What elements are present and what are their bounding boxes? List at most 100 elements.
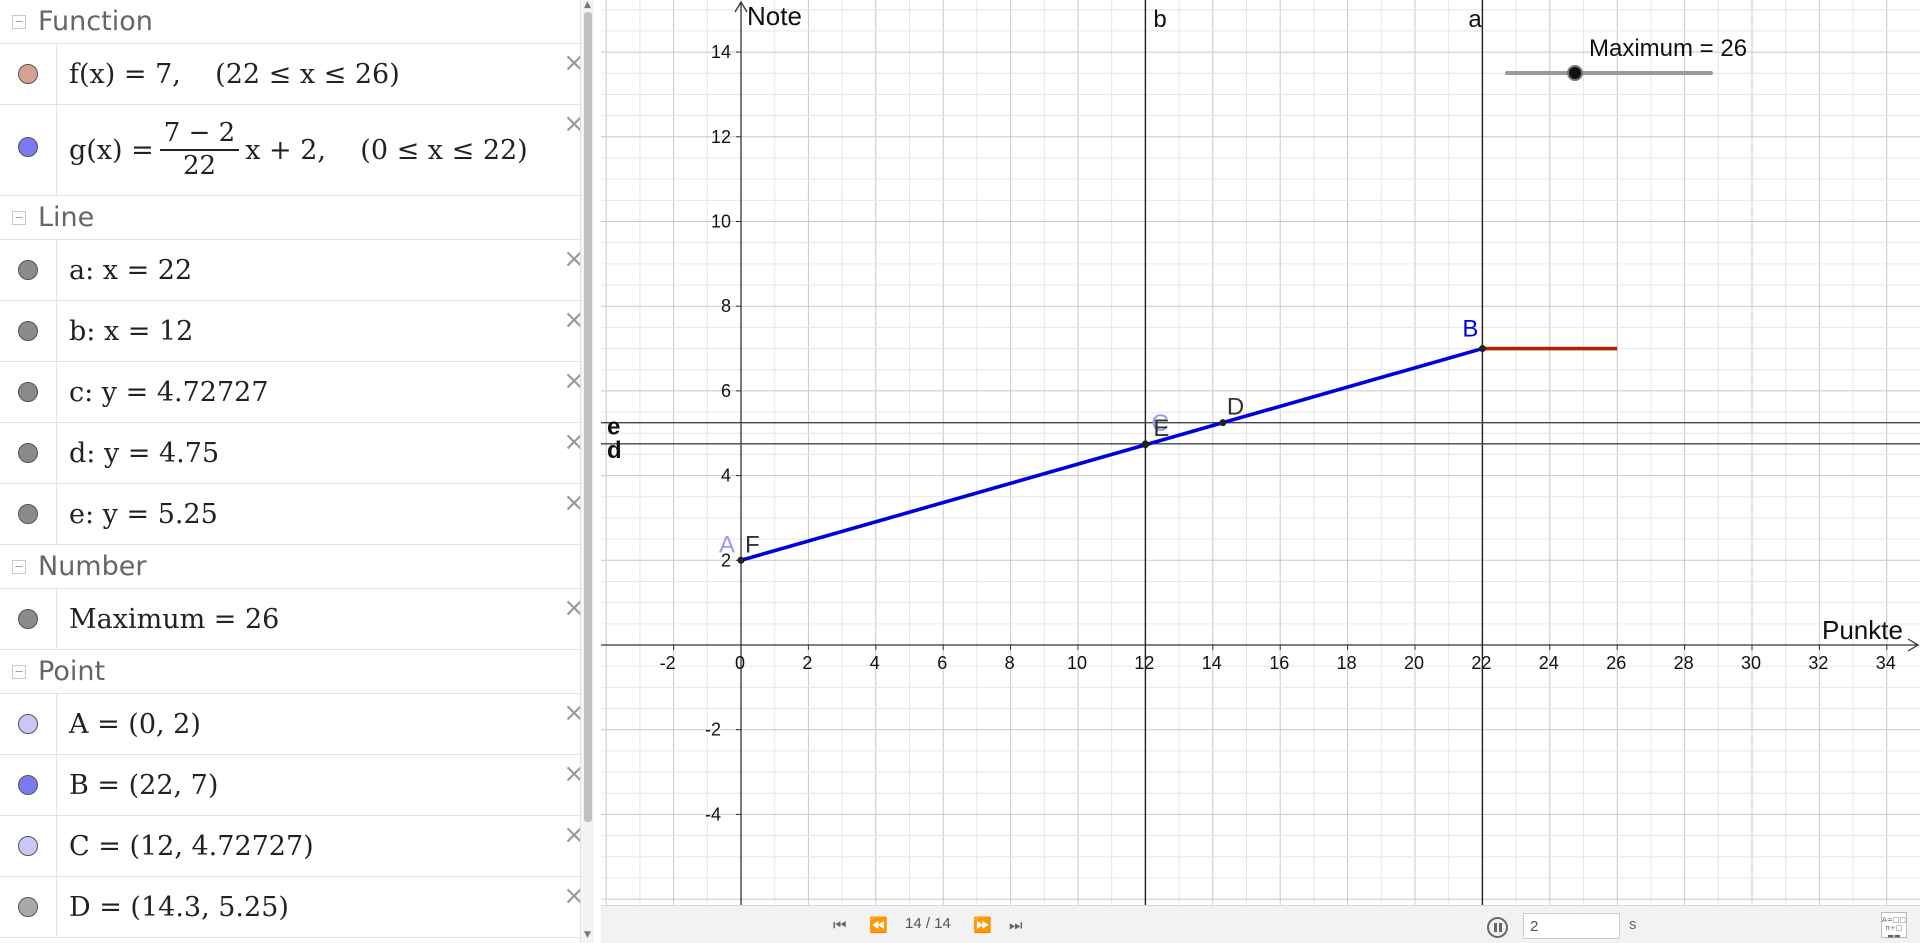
y-axis-arrow (734, 0, 748, 13)
delete-icon[interactable]: × (563, 427, 585, 457)
first-step-icon[interactable]: ⏮ (833, 916, 847, 934)
next-step-icon[interactable]: ⏩ (973, 916, 992, 934)
collapse-icon[interactable]: − (12, 559, 26, 574)
visibility-marble-icon[interactable] (18, 382, 38, 402)
algebra-expression[interactable]: c: y = 4.72727 (69, 376, 269, 408)
group-header-number[interactable]: − Number (0, 545, 593, 589)
algebra-expression[interactable]: g(x) = 7 − 2 22 x + 2, (0 ≤ x ≤ 22) (57, 105, 528, 195)
visibility-marble-icon[interactable] (18, 443, 38, 463)
collapse-icon[interactable]: − (12, 664, 26, 679)
graphics-view[interactable]: Punkte Note -2 0 2 4 6 8 10 12 14 16 18 20 22 24 26 28 30 3… (601, 0, 1920, 905)
y-tick-label: 6 (721, 381, 731, 401)
visibility-toggle[interactable] (0, 44, 57, 104)
pause-icon[interactable] (1487, 917, 1508, 938)
algebra-expression[interactable]: A = (0, 2) (69, 708, 201, 740)
algebra-expression[interactable]: d: y = 4.75 (69, 437, 220, 469)
visibility-marble-icon[interactable] (18, 64, 38, 84)
scroll-up-arrow[interactable]: ▲ (584, 0, 591, 10)
delete-icon[interactable]: × (563, 366, 585, 396)
visibility-marble-icon[interactable] (18, 714, 38, 734)
group-header-point[interactable]: − Point (0, 650, 593, 694)
function-g-graph[interactable] (740, 346, 1483, 563)
visibility-marble-icon[interactable] (18, 260, 38, 280)
algebra-expression[interactable]: a: x = 22 (69, 254, 193, 286)
speed-input[interactable] (1523, 913, 1620, 939)
visibility-toggle[interactable] (0, 877, 57, 937)
algebra-expression[interactable]: e: y = 5.25 (69, 498, 218, 530)
algebra-row[interactable]: c: y = 4.72727 × (0, 362, 593, 423)
visibility-toggle[interactable] (0, 755, 57, 815)
algebra-row[interactable]: f(x) = 7, (22 ≤ x ≤ 26) × (0, 44, 593, 105)
algebra-expression[interactable]: f(x) = 7, (22 ≤ x ≤ 26) (69, 58, 400, 90)
algebra-expression[interactable]: B = (22, 7) (69, 769, 219, 801)
algebra-scrollbar[interactable]: ▲ ▼ (580, 0, 594, 943)
point-label-a: A (719, 531, 735, 558)
algebra-row[interactable]: d: y = 4.75 × (0, 423, 593, 484)
visibility-toggle[interactable] (0, 589, 57, 649)
expression-prefix: g(x) = (69, 134, 154, 166)
algebra-expression[interactable]: Maximum = 26 (69, 603, 280, 635)
delete-icon[interactable]: × (563, 881, 585, 911)
group-header-function[interactable]: − Function (0, 0, 593, 44)
point-f[interactable] (737, 556, 745, 564)
algebra-row[interactable]: a: x = 22 × (0, 240, 593, 301)
visibility-toggle[interactable] (0, 105, 57, 195)
scroll-thumb[interactable] (584, 12, 592, 822)
algebra-expression[interactable]: b: x = 12 (69, 315, 194, 347)
delete-icon[interactable]: × (563, 593, 585, 623)
algebra-row[interactable]: D = (14.3, 5.25) × (0, 877, 593, 938)
y-tick-label: -4 (705, 804, 721, 824)
visibility-marble-icon[interactable] (18, 137, 38, 157)
visibility-marble-icon[interactable] (18, 836, 38, 856)
step-counter: 14 / 14 (905, 915, 951, 932)
visibility-toggle[interactable] (0, 484, 57, 544)
visibility-toggle[interactable] (0, 301, 57, 361)
algebra-row[interactable]: B = (22, 7) × (0, 755, 593, 816)
collapse-icon[interactable]: − (12, 14, 26, 29)
speed-unit-label: s (1629, 916, 1637, 933)
delete-icon[interactable]: × (563, 488, 585, 518)
delete-icon[interactable]: × (563, 48, 585, 78)
visibility-marble-icon[interactable] (18, 504, 38, 524)
visibility-toggle[interactable] (0, 694, 57, 754)
last-step-icon[interactable]: ⏭ (1009, 916, 1023, 934)
algebra-row[interactable]: C = (12, 4.72727) × (0, 816, 593, 877)
delete-icon[interactable]: × (563, 698, 585, 728)
delete-icon[interactable]: × (563, 109, 585, 139)
visibility-marble-icon[interactable] (18, 897, 38, 917)
visibility-marble-icon[interactable] (18, 321, 38, 341)
delete-icon[interactable]: × (563, 305, 585, 335)
algebra-row[interactable]: A = (0, 2) × (0, 694, 593, 755)
visibility-toggle[interactable] (0, 816, 57, 876)
algebra-row[interactable]: g(x) = 7 − 2 22 x + 2, (0 ≤ x ≤ 22) × (0, 105, 593, 196)
visibility-marble-icon[interactable] (18, 775, 38, 795)
collapse-icon[interactable]: − (12, 210, 26, 225)
point-b[interactable] (1478, 345, 1486, 353)
scroll-down-arrow[interactable]: ▼ (584, 930, 591, 940)
keyboard-icon[interactable]: A=□□ π÷□ ▬▬ (1881, 912, 1907, 940)
algebra-expression[interactable]: C = (12, 4.72727) (69, 830, 314, 862)
previous-step-icon[interactable]: ⏪ (869, 916, 888, 934)
visibility-toggle[interactable] (0, 362, 57, 422)
slider-label: Maximum = 26 (1589, 35, 1747, 62)
point-d[interactable] (1219, 419, 1227, 427)
algebra-row[interactable]: Maximum = 26 × (0, 589, 593, 650)
group-header-line[interactable]: − Line (0, 196, 593, 240)
delete-icon[interactable]: × (563, 759, 585, 789)
algebra-row[interactable]: e: y = 5.25 × (0, 484, 593, 545)
x-tick-label: 4 (870, 653, 880, 673)
algebra-row[interactable]: b: x = 12 × (0, 301, 593, 362)
algebra-expression[interactable]: D = (14.3, 5.25) (69, 891, 289, 923)
delete-icon[interactable]: × (563, 820, 585, 850)
visibility-marble-icon[interactable] (18, 609, 38, 629)
point-e[interactable] (1141, 440, 1149, 448)
visibility-toggle[interactable] (0, 240, 57, 300)
group-label: Function (38, 6, 153, 37)
group-label: Line (38, 202, 95, 233)
visibility-toggle[interactable] (0, 423, 57, 483)
x-tick-label: 26 (1606, 653, 1626, 673)
x-tick-label: 14 (1202, 653, 1222, 673)
slider-knob[interactable] (1567, 65, 1583, 81)
delete-icon[interactable]: × (563, 244, 585, 274)
